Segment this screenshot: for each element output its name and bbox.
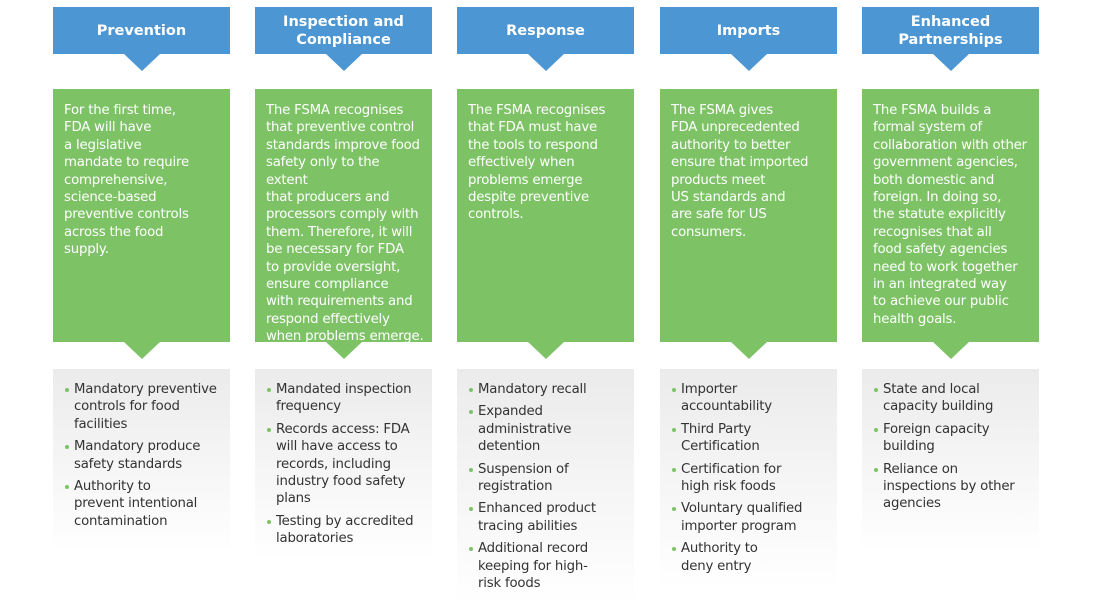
column-measures: Mandated inspection frequency Records acc… xyxy=(255,369,432,561)
arrow-down-icon xyxy=(325,54,362,71)
list-item-text: Voluntary qualified importer program xyxy=(681,501,803,534)
column-header: Prevention xyxy=(53,7,230,71)
bullet-icon xyxy=(469,507,473,512)
list-item: Certification for high risk foods xyxy=(672,461,831,496)
list-item-text: Testing by accredited laboratories xyxy=(276,513,414,547)
description-text: For the first time, FDA will have a legi… xyxy=(64,103,189,258)
list-item: Importer accountability xyxy=(672,381,831,416)
list-item-text: Mandatory produce safety standards xyxy=(74,439,201,472)
list-item: Authority to deny entry xyxy=(672,540,831,575)
column-header: Imports xyxy=(660,7,837,71)
list-item: Testing by accredited laboratories xyxy=(267,513,426,548)
description-text: The FSMA gives FDA unprecedented authori… xyxy=(671,103,809,240)
description-text: The FSMA builds a formal system of colla… xyxy=(873,103,1027,327)
list-item: Mandated inspection frequency xyxy=(267,381,426,416)
column-title: Prevention xyxy=(96,22,187,39)
arrow-down-icon xyxy=(932,342,969,359)
column-description: The FSMA recognises that FDA must have t… xyxy=(457,89,634,359)
list-item-text: Authority to deny entry xyxy=(681,541,758,574)
list-item: Foreign capacity building xyxy=(874,421,1033,456)
arrow-down-icon xyxy=(527,54,564,71)
column-header: Response xyxy=(457,7,634,71)
list-item-text: Records access: FDA will have access to … xyxy=(276,421,410,507)
column-3: Imports The FSMA gives FDA unprecedented… xyxy=(660,7,837,589)
bullet-icon xyxy=(267,388,271,392)
description-text: The FSMA recognises that preventive cont… xyxy=(266,103,424,345)
column-0: Prevention For the first time, FDA will … xyxy=(53,7,230,552)
column-title: Imports xyxy=(716,22,781,39)
list-item: Enhanced product tracing abilities xyxy=(469,500,628,535)
list-item-text: Reliance on inspections by other agencie… xyxy=(883,461,1015,512)
column-title: Enhanced Partnerships xyxy=(898,13,1003,48)
bullet-icon xyxy=(65,485,69,490)
list-item-text: Additional record keeping for high- risk… xyxy=(478,541,589,592)
list-item-text: State and local capacity building xyxy=(883,382,994,415)
list-item-text: Expanded administrative detention xyxy=(478,404,572,455)
bullet-icon xyxy=(469,467,473,472)
list-item-text: Mandatory preventive controls for food f… xyxy=(74,382,217,432)
list-item: Voluntary qualified importer program xyxy=(672,500,831,535)
bullet-icon xyxy=(65,388,69,392)
list-item: Expanded administrative detention xyxy=(469,403,628,455)
list-item-text: Mandatory recall xyxy=(478,382,587,397)
list-item-text: Authority to prevent intentional contami… xyxy=(74,479,198,529)
arrow-down-icon xyxy=(527,342,564,359)
column-title: Response xyxy=(506,22,585,39)
bullet-icon xyxy=(874,388,878,392)
list-item-text: Enhanced product tracing abilities xyxy=(478,501,596,534)
column-measures: State and local capacity building Foreign… xyxy=(862,369,1039,552)
list-item-text: Mandated inspection frequency xyxy=(276,382,412,415)
arrow-down-icon xyxy=(123,54,160,71)
bullet-icon xyxy=(672,547,676,552)
bullet-icon xyxy=(672,427,676,432)
description-text: The FSMA recognises that FDA must have t… xyxy=(468,103,606,223)
list-item: Mandatory recall xyxy=(469,381,628,398)
arrow-down-icon xyxy=(730,54,767,71)
arrow-down-icon xyxy=(123,342,160,359)
list-item-text: Third Party Certification xyxy=(681,421,760,455)
bullet-icon xyxy=(672,507,676,512)
list-item: Authority to prevent intentional contami… xyxy=(65,478,224,530)
column-title: Inspection and Compliance xyxy=(283,13,404,48)
column-description: The FSMA recognises that preventive cont… xyxy=(255,89,432,359)
arrow-down-icon xyxy=(325,342,362,359)
list-item-text: Certification for high risk foods xyxy=(681,461,782,495)
column-header: Inspection and Compliance xyxy=(255,7,432,71)
bullet-icon xyxy=(267,519,271,524)
bullet-icon xyxy=(65,445,69,450)
list-item: Mandatory produce safety standards xyxy=(65,438,224,473)
list-item: Records access: FDA will have access to … xyxy=(267,421,426,508)
bullet-icon xyxy=(267,427,271,432)
list-item-text: Suspension of registration xyxy=(478,461,569,495)
bullet-icon xyxy=(672,388,676,392)
list-item: State and local capacity building xyxy=(874,381,1033,416)
bullet-icon xyxy=(672,467,676,472)
column-description: The FSMA gives FDA unprecedented authori… xyxy=(660,89,837,359)
list-item: Additional record keeping for high- risk… xyxy=(469,540,628,592)
column-2: Response The FSMA recognises that FDA mu… xyxy=(457,7,634,606)
column-measures: Mandatory recall Expanded administrative … xyxy=(457,369,634,606)
arrow-down-icon xyxy=(730,342,767,359)
column-measures: Importer accountability Third Party Certi… xyxy=(660,369,837,589)
list-item: Mandatory preventive controls for food f… xyxy=(65,381,224,433)
bullet-icon xyxy=(874,467,878,472)
column-measures: Mandatory preventive controls for food f… xyxy=(53,369,230,552)
column-header: Enhanced Partnerships xyxy=(862,7,1039,71)
list-item-text: Importer accountability xyxy=(681,382,772,415)
column-description: The FSMA builds a formal system of colla… xyxy=(862,89,1039,359)
column-1: Inspection and Compliance The FSMA recog… xyxy=(255,7,432,561)
list-item: Reliance on inspections by other agencie… xyxy=(874,461,1033,513)
arrow-down-icon xyxy=(932,54,969,71)
list-item: Third Party Certification xyxy=(672,421,831,456)
list-item-text: Foreign capacity building xyxy=(883,421,990,455)
column-description: For the first time, FDA will have a legi… xyxy=(53,89,230,359)
list-item: Suspension of registration xyxy=(469,461,628,496)
bullet-icon xyxy=(469,388,473,392)
column-4: Enhanced Partnerships The FSMA builds a … xyxy=(862,7,1039,552)
bullet-icon xyxy=(874,427,878,432)
bullet-icon xyxy=(469,410,473,415)
bullet-icon xyxy=(469,547,473,552)
